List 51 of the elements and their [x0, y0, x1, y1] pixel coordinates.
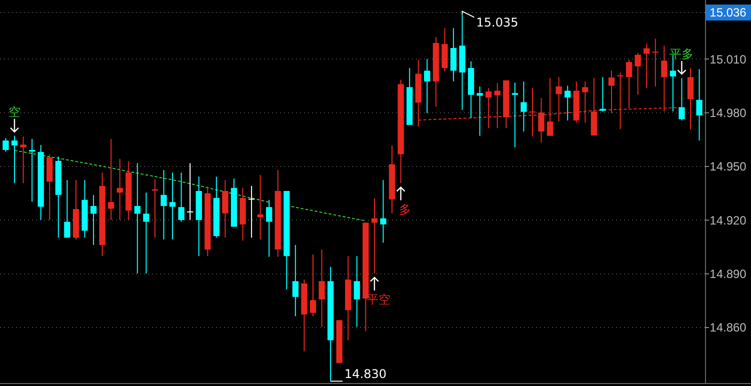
candlestick	[108, 138, 114, 220]
candlestick	[11, 135, 18, 184]
candlestick	[310, 254, 316, 317]
candlestick	[600, 76, 606, 112]
candlestick	[160, 170, 167, 240]
candlestick	[2, 138, 9, 152]
candlestick	[116, 158, 123, 220]
candlestick	[520, 80, 527, 132]
y-tick-label: 14.860	[710, 320, 747, 335]
annotation: 15.035	[476, 15, 518, 30]
candlestick	[450, 28, 457, 82]
candlestick	[64, 180, 70, 238]
candlestick	[178, 172, 184, 222]
candlestick	[371, 198, 378, 274]
candlestick	[90, 194, 97, 246]
candlestick	[292, 244, 299, 317]
candlestick	[512, 82, 518, 148]
candlestick	[678, 78, 685, 121]
y-tick-label: 15.010	[710, 52, 747, 66]
candlestick	[222, 180, 228, 238]
candlestick	[652, 38, 658, 87]
candlestick	[380, 180, 386, 244]
candlestick	[257, 174, 264, 240]
candlestick	[476, 86, 483, 136]
candlestick	[20, 136, 26, 184]
y-tick-label: 14.920	[710, 213, 747, 228]
annotation: 平空	[366, 292, 390, 306]
candlestick	[143, 192, 150, 274]
y-tick-label: 14.980	[710, 106, 747, 120]
candlestick	[318, 248, 325, 328]
candlestick	[134, 162, 140, 274]
y-tick-label: 15.036	[710, 6, 747, 20]
y-tick-label: 14.890	[710, 267, 747, 282]
candlestick	[266, 199, 272, 258]
annotation: 多	[398, 202, 411, 216]
candlestick	[687, 68, 694, 130]
candlestick	[169, 172, 176, 240]
candlestick	[248, 185, 255, 238]
annotation: 平多	[670, 47, 694, 62]
candlestick	[564, 85, 571, 121]
annotation: 14.830	[344, 367, 387, 382]
candlestick	[424, 58, 430, 114]
candlestick	[442, 28, 448, 72]
candlestick	[696, 68, 702, 141]
candlestick	[634, 52, 641, 96]
candlestick	[644, 43, 650, 89]
candlestick	[28, 138, 36, 202]
candlestick	[354, 256, 360, 328]
candlestick	[187, 162, 194, 220]
y-tick-label: 14.950	[710, 160, 747, 174]
annotation: 空	[8, 104, 20, 119]
